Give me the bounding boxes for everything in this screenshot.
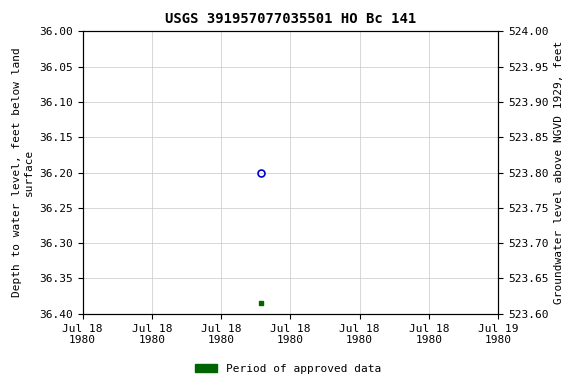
Legend: Period of approved data: Period of approved data bbox=[191, 359, 385, 379]
Y-axis label: Groundwater level above NGVD 1929, feet: Groundwater level above NGVD 1929, feet bbox=[554, 41, 564, 304]
Y-axis label: Depth to water level, feet below land
surface: Depth to water level, feet below land su… bbox=[12, 48, 33, 298]
Title: USGS 391957077035501 HO Bc 141: USGS 391957077035501 HO Bc 141 bbox=[165, 12, 416, 26]
